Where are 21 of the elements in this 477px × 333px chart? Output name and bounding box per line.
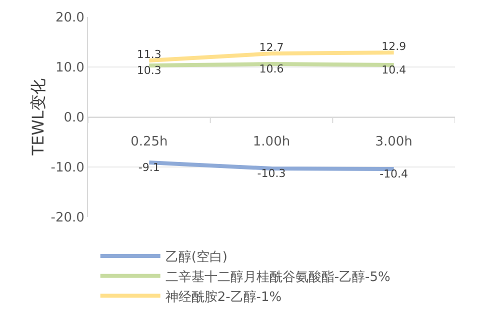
y-tick-label: 0.0 [64,110,84,126]
data-label: 10.6 [259,62,284,76]
data-label: 12.9 [382,40,406,53]
data-label: 10.4 [382,63,406,76]
data-label: -10.3 [257,166,286,180]
data-label: 12.7 [259,40,284,54]
y-tick-label: -10.0 [50,160,84,176]
y-tick-label: 20.0 [55,10,84,26]
data-label: 10.3 [136,64,162,77]
data-label: -9.1 [138,160,160,174]
y-axis-title: TEWL变化 [28,78,48,156]
x-tick-label: 0.25h [130,134,168,150]
data-label: 11.3 [136,48,162,61]
legend-label: 神经酰胺2-乙醇-1% [165,290,282,305]
y-tick-label: 10.0 [55,60,84,76]
x-tick-label: 1.00h [252,134,290,150]
data-label: -10.4 [380,167,408,180]
y-tick-label: -20.0 [50,210,84,226]
legend-label: 乙醇(空白) [165,250,228,266]
x-tick-label: 3.00h [375,134,412,150]
legend-label: 二辛基十二醇月桂酰谷氨酸酯-乙醇-5% [165,270,390,285]
